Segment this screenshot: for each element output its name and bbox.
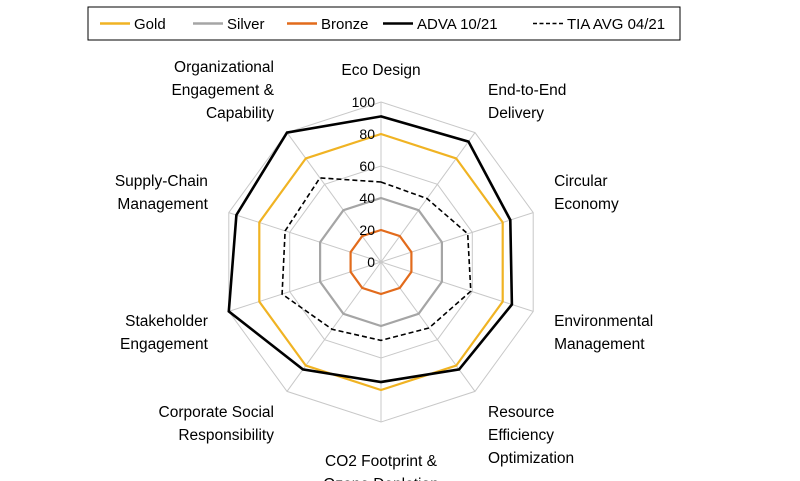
axis-label: Supply-Chain Management bbox=[115, 173, 209, 213]
series-silver bbox=[319, 196, 443, 328]
series-layer bbox=[227, 115, 514, 392]
legend-label: ADVA 10/21 bbox=[417, 16, 498, 33]
grid-spoke bbox=[228, 261, 382, 312]
axis-label: Eco Design bbox=[341, 62, 420, 79]
axis-label: Circular Economy bbox=[554, 173, 619, 213]
axis-labels: Eco Design End-to-End Delivery Circular Econ… bbox=[115, 59, 653, 481]
axis-label: End-to-End Delivery bbox=[488, 82, 566, 122]
tick-label: 40 bbox=[359, 190, 375, 206]
legend-label: Gold bbox=[134, 16, 166, 33]
axis-label: CO2 Footprint &Ozone Depletion bbox=[323, 453, 438, 481]
grid-spoke bbox=[380, 132, 476, 263]
legend-label: Silver bbox=[227, 16, 265, 33]
series-tia-avg-04-21 bbox=[281, 177, 472, 342]
grid-spoke bbox=[380, 212, 534, 263]
axis-label: Corporate Social Responsibility bbox=[159, 404, 275, 444]
legend: Gold Silver Bronze ADVA 10/21 TIA AVG 04/21 bbox=[87, 6, 681, 41]
legend-label: TIA AVG 04/21 bbox=[567, 16, 665, 33]
grid-spoke bbox=[380, 261, 476, 392]
radar-grid bbox=[228, 101, 534, 423]
tick-label: 0 bbox=[367, 254, 375, 270]
axis-label: Environmental Management bbox=[554, 313, 653, 353]
grid-spoke bbox=[286, 261, 382, 392]
series-adva-10-21 bbox=[227, 115, 514, 384]
grid-spoke bbox=[228, 212, 382, 263]
grid-spoke bbox=[380, 261, 534, 312]
series-gold bbox=[258, 132, 504, 392]
series-bronze bbox=[349, 228, 413, 296]
tick-label: 80 bbox=[359, 126, 375, 142]
tick-label: 20 bbox=[359, 222, 375, 238]
legend-label: Bronze bbox=[321, 16, 369, 33]
tick-label: 100 bbox=[352, 94, 376, 110]
axis-label: Resource Efficiency Optimization bbox=[488, 404, 574, 467]
grid-spoke bbox=[286, 132, 382, 263]
tick-label: 60 bbox=[359, 158, 375, 174]
axis-label: Stakeholder Engagement bbox=[120, 313, 209, 353]
tick-labels: 0 20 40 60 80 100 bbox=[352, 94, 376, 270]
axis-label: Organizational Engagement & Capability bbox=[171, 59, 274, 122]
